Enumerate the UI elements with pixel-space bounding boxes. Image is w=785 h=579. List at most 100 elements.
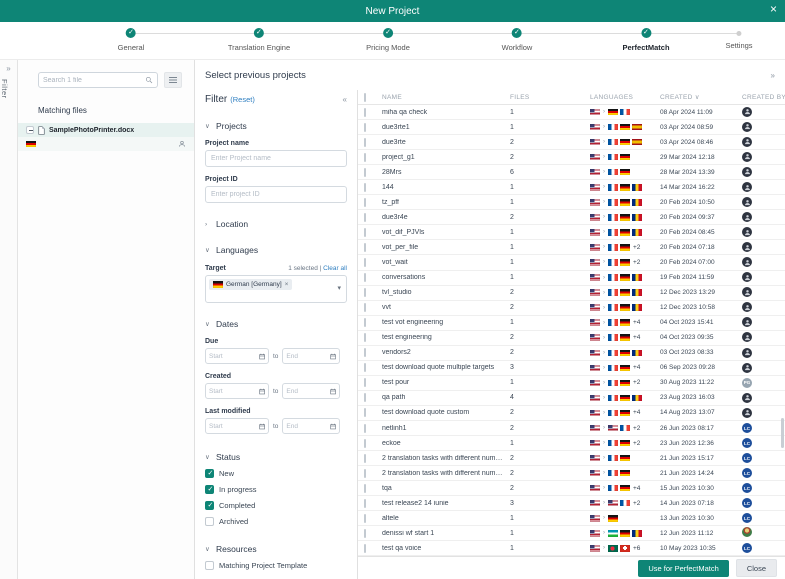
close-button[interactable]: Close [735,559,777,577]
checkbox-option[interactable]: Matching Project Template [205,561,347,570]
row-checkbox[interactable] [364,528,366,538]
row-checkbox[interactable] [364,227,366,237]
collapse-panel-icon[interactable]: » [770,70,775,80]
date-start-input[interactable] [205,418,269,434]
chevron-down-icon[interactable]: ▾ [337,285,341,292]
row-checkbox[interactable] [364,423,366,433]
row-checkbox[interactable] [364,333,366,343]
project-id-input[interactable] [205,186,347,203]
table-row[interactable]: 2 translation tasks with different numbe… [358,451,785,467]
stepper-step-translation-engine[interactable]: ✓ Translation Engine [228,28,290,52]
date-start-input[interactable] [205,348,269,364]
row-checkbox[interactable] [364,438,366,448]
row-checkbox[interactable] [364,318,366,328]
row-checkbox[interactable] [364,273,366,283]
stepper-step-workflow[interactable]: ✓ Workflow [502,28,532,52]
stepper-step-pricing-mode[interactable]: ✓ Pricing Mode [366,28,410,52]
checkbox[interactable] [205,517,214,526]
date-start-input[interactable] [205,383,269,399]
row-checkbox[interactable] [364,408,366,418]
row-checkbox[interactable] [364,498,366,508]
table-row[interactable]: due3rte 2 › 03 Apr 2024 08:46 [358,135,785,151]
table-row[interactable]: tqa 2 › +4 15 Jun 2023 10:30 LC [358,481,785,497]
file-row[interactable]: SamplePhotoPrinter.docx [18,123,194,137]
date-end-input[interactable] [282,418,341,434]
start-date-input[interactable] [209,387,259,395]
table-row[interactable]: altele 1 › 13 Jun 2023 10:30 LC [358,511,785,527]
row-checkbox[interactable] [364,137,366,147]
row-checkbox[interactable] [364,242,366,252]
column-header-files[interactable]: FILES [510,93,530,101]
table-row[interactable]: netlinh1 2 › +2 26 Jun 2023 08:17 LC [358,421,785,437]
table-row[interactable]: 144 1 › 14 Mar 2024 16:22 [358,180,785,196]
collapse-filter-icon[interactable]: « [342,95,347,104]
row-checkbox[interactable] [364,257,366,267]
calendar-icon[interactable] [330,388,337,395]
checkbox-checked[interactable] [205,501,214,510]
section-location[interactable]: › Location [205,219,249,229]
date-end-input[interactable] [282,348,341,364]
table-row[interactable]: due3rte1 1 › 03 Apr 2024 08:59 [358,120,785,136]
row-checkbox[interactable] [364,167,366,177]
row-checkbox[interactable] [364,288,366,298]
use-for-perfectmatch-button[interactable]: Use for PerfectMatch [638,559,729,577]
row-checkbox[interactable] [364,182,366,192]
calendar-icon[interactable] [259,388,265,395]
assign-user-icon[interactable] [178,140,186,148]
table-row[interactable]: vot_wait 1 › +2 20 Feb 2024 07:00 [358,255,785,271]
table-row[interactable]: test release2 14 iunie 3 › +2 14 Jun 2023 07… [358,496,785,512]
row-checkbox[interactable] [364,543,366,553]
checkbox-option[interactable]: In progress [205,485,347,494]
start-date-input[interactable] [209,422,259,430]
column-header-name[interactable]: NAME [382,93,402,101]
section-status[interactable]: ∨ Status [205,452,241,462]
table-row[interactable]: test download quote multiple targets 3 › +4… [358,361,785,376]
table-row[interactable]: test qa voice 1 › +6 10 May 2023 10:35 LC [358,541,785,556]
checkbox[interactable] [205,561,214,570]
row-checkbox[interactable] [364,363,366,373]
column-header-created[interactable]: CREATED ∨ [660,94,700,101]
stepper-step-general[interactable]: ✓ General [118,28,144,52]
stepper-step-perfectmatch[interactable]: ✓ PerfectMatch [622,28,670,52]
table-row[interactable]: tvl_studio 2 › 12 Dec 2023 13:29 [358,286,785,301]
close-icon[interactable]: × [769,2,777,16]
table-row[interactable]: 2 translation tasks with different numbe… [358,466,785,482]
table-row[interactable]: vendors2 2 › 03 Oct 2023 08:33 [358,346,785,361]
row-checkbox[interactable] [364,107,366,117]
filter-rail[interactable]: » Filter [0,60,18,579]
calendar-icon[interactable] [330,423,337,430]
file-checkbox[interactable] [26,126,34,134]
checkbox-checked[interactable] [205,469,214,478]
select-all-checkbox[interactable] [364,92,366,102]
remove-tag-icon[interactable]: × [284,281,289,288]
row-checkbox[interactable] [364,348,366,358]
row-checkbox[interactable] [364,513,366,523]
row-checkbox[interactable] [364,468,366,478]
table-row[interactable]: project_g1 2 › 29 Mar 2024 12:18 [358,150,785,166]
expand-filter-icon[interactable]: » [6,64,11,73]
table-row[interactable]: eckoe 1 › +2 23 Jun 2023 12:36 LC [358,436,785,452]
table-row[interactable]: qa path 4 › 23 Aug 2023 16:03 [358,391,785,406]
stepper-step-settings[interactable]: Settings [725,28,753,50]
checkbox-checked[interactable] [205,485,214,494]
column-header-created-by[interactable]: CREATED BY [742,93,785,101]
target-language-multiselect[interactable]: German [Germany] × ▾ [205,275,347,303]
search-input[interactable] [43,76,145,84]
start-date-input[interactable] [209,352,259,360]
row-checkbox[interactable] [364,378,366,388]
date-end-input[interactable] [282,383,341,399]
table-row[interactable]: vot_per_file 1 › +2 20 Feb 2024 07:18 [358,240,785,256]
checkbox-option[interactable]: Archived [205,517,347,526]
table-row[interactable]: conversations 1 › 19 Feb 2024 11:59 [358,271,785,286]
table-row[interactable]: test pour 1 › +2 30 Aug 2023 11:22 PG [358,376,785,391]
section-languages[interactable]: ∨ Languages [205,245,259,255]
checkbox-option[interactable]: Completed [205,501,347,510]
end-date-input[interactable] [286,422,331,430]
calendar-icon[interactable] [259,353,265,360]
section-projects[interactable]: ∨ Projects [205,121,247,131]
table-row[interactable]: miha qa check 1 › 08 Apr 2024 11:09 [358,105,785,121]
vertical-scrollbar[interactable] [781,418,784,448]
column-header-languages[interactable]: LANGUAGES [590,93,634,101]
table-row[interactable]: test engineering 2 › +4 04 Oct 2023 09:35 [358,331,785,346]
calendar-icon[interactable] [259,423,265,430]
